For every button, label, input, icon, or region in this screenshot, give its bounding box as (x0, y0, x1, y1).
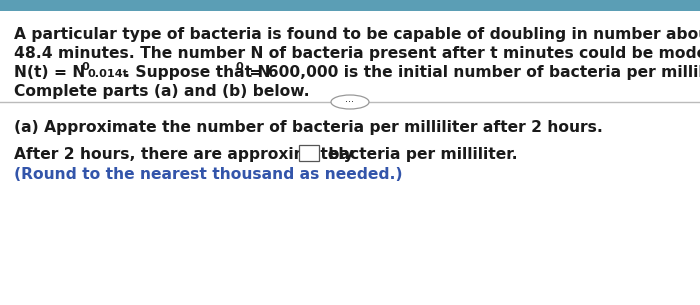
Text: After 2 hours, there are approximately: After 2 hours, there are approximately (14, 147, 354, 162)
FancyBboxPatch shape (299, 145, 319, 161)
Text: 0: 0 (236, 62, 244, 72)
Text: . Suppose that N: . Suppose that N (124, 65, 270, 80)
Text: 48.4 minutes. The number N of bacteria present after t minutes could be modeled : 48.4 minutes. The number N of bacteria p… (14, 46, 700, 61)
Text: Complete parts (a) and (b) below.: Complete parts (a) and (b) below. (14, 84, 309, 99)
Text: 0.014t: 0.014t (88, 69, 129, 79)
Text: 0: 0 (81, 62, 89, 72)
Text: (Round to the nearest thousand as needed.): (Round to the nearest thousand as needed… (14, 167, 402, 182)
Text: = 600,000 is the initial number of bacteria per milliliter.: = 600,000 is the initial number of bacte… (244, 65, 700, 80)
Text: bacteria per milliliter.: bacteria per milliliter. (323, 147, 517, 162)
Ellipse shape (331, 95, 369, 109)
Text: (a) Approximate the number of bacteria per milliliter after 2 hours.: (a) Approximate the number of bacteria p… (14, 120, 603, 135)
Text: ···: ··· (346, 97, 354, 107)
Text: A particular type of bacteria is found to be capable of doubling in number about: A particular type of bacteria is found t… (14, 27, 700, 42)
Text: N(t) = N: N(t) = N (14, 65, 85, 80)
